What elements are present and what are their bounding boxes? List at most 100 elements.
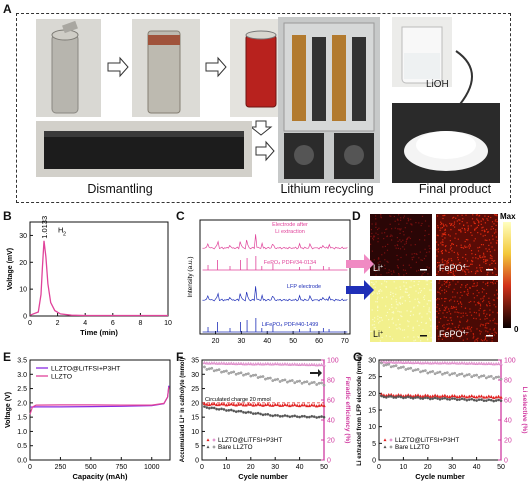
map-pixel (487, 272, 489, 274)
map-pixel (485, 248, 487, 250)
data-point (414, 396, 417, 399)
map-pixel (459, 301, 462, 303)
map-pixel (461, 214, 463, 216)
data-point (290, 362, 295, 366)
map-pixel (459, 321, 461, 323)
map-pixel (397, 244, 399, 247)
map-pixel (393, 271, 395, 273)
data-point (285, 403, 290, 407)
map-pixel (440, 223, 442, 226)
map-pixel (464, 246, 466, 248)
data-point (305, 415, 309, 419)
map-pixel (437, 227, 439, 229)
legend-marker (206, 438, 210, 442)
map-pixel (438, 321, 440, 323)
map-pixel (420, 224, 422, 227)
data-point (409, 396, 413, 400)
map-pixel (421, 316, 423, 318)
map-pixel (391, 318, 393, 320)
data-point (253, 362, 258, 366)
map-pixel (399, 303, 402, 305)
map-pixel (495, 219, 497, 221)
legend-entry: LLZTO@LiTFSI+P3HT (395, 437, 459, 444)
map-pixel (492, 281, 494, 283)
map-pixel (381, 283, 383, 285)
data-point (382, 395, 386, 399)
data-point (283, 378, 287, 382)
map-pixel (489, 302, 491, 304)
map-pixel (467, 225, 469, 227)
map-pixel (491, 262, 493, 264)
map-pixel (442, 244, 444, 246)
map-pixel (486, 327, 488, 329)
map-pixel (496, 221, 498, 223)
map-pixel (447, 266, 449, 268)
data-point (286, 380, 289, 384)
data-point (256, 361, 260, 366)
map-pixel (443, 214, 445, 217)
map-pixel (488, 239, 491, 241)
map-pixel (450, 245, 452, 247)
map-pixel (489, 314, 491, 316)
map-pixel (429, 317, 431, 319)
map-pixel (408, 219, 410, 221)
map-pixel (483, 256, 485, 258)
map-pixel (374, 286, 376, 288)
map-pixel (496, 240, 498, 242)
map-pixel (492, 283, 494, 285)
map-pixel (454, 274, 456, 277)
map-pixel (483, 229, 485, 231)
map-pixel (440, 318, 442, 320)
map-pixel (370, 243, 372, 245)
map-pixel (450, 299, 452, 301)
map-pixel (471, 263, 473, 265)
map-pixel (441, 252, 443, 254)
data-point (487, 394, 491, 398)
map-pixel (399, 323, 401, 325)
data-point (239, 371, 243, 375)
map-pixel (483, 289, 485, 291)
data-point (249, 374, 253, 378)
map-pixel (373, 235, 376, 237)
map-pixel (391, 235, 393, 237)
map-pixel (405, 240, 407, 243)
map-pixel (397, 319, 399, 321)
map-pixel (470, 314, 473, 316)
map-pixel (426, 303, 428, 305)
map-pixel (443, 335, 445, 337)
map-pixel (442, 261, 444, 263)
map-pixel (457, 267, 459, 269)
map-pixel (436, 299, 438, 301)
map-pixel (490, 281, 492, 283)
data-point (203, 405, 206, 408)
data-point (482, 395, 486, 399)
data-point (210, 361, 214, 365)
data-point (474, 395, 479, 399)
data-point (485, 376, 488, 380)
map-pixel (374, 317, 376, 319)
x-tick-label: 50 (289, 338, 297, 343)
map-pixel (372, 319, 374, 321)
x-tick-label: 8 (138, 320, 142, 327)
data-point (394, 360, 398, 364)
map-pixel (386, 260, 388, 262)
map-pixel (444, 232, 446, 234)
map-pixel (390, 234, 392, 236)
data-point (448, 394, 452, 399)
map-pixel (461, 335, 463, 337)
data-point (273, 402, 277, 407)
data-point (480, 398, 483, 401)
map-pixel (398, 273, 400, 275)
map-pixel (409, 314, 412, 317)
map-pixel (376, 292, 378, 294)
data-point (384, 360, 389, 364)
data-point (239, 402, 243, 406)
data-point (298, 415, 301, 419)
map-pixel (444, 298, 446, 300)
map-pixel (476, 270, 478, 272)
map-pixel (496, 312, 498, 314)
map-pixel (448, 251, 450, 253)
map-pixel (451, 243, 453, 245)
map-pixel (394, 227, 396, 229)
data-point (222, 408, 226, 411)
